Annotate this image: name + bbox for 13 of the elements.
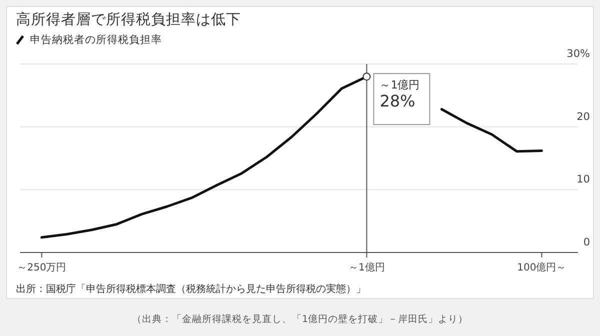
- chart-title: 高所得者層で所得税負担率は低下: [16, 11, 241, 28]
- y-tick-label: 10: [576, 174, 590, 186]
- x-tick-label: 100億円～: [517, 262, 566, 274]
- x-tick-label: ～1億円: [348, 262, 385, 274]
- y-tick-label: 30%: [566, 48, 590, 60]
- annotation: 28%: [380, 92, 416, 111]
- annotation: ～1億円: [380, 78, 420, 92]
- text: 出所：国税庁「申告所得税標本調査（税務統計から見た申告所得税の実態）」: [16, 283, 366, 295]
- x-tick-label: ～250万円: [17, 262, 66, 274]
- y-tick-label: 0: [583, 236, 590, 248]
- text: （出典：「金融所得課税を見直し、「1億円の壁を打破」－岸田氏」より）: [132, 313, 468, 325]
- y-tick-label: 20: [576, 110, 590, 123]
- legend-label: 申告納税者の所得税負担率: [30, 33, 162, 46]
